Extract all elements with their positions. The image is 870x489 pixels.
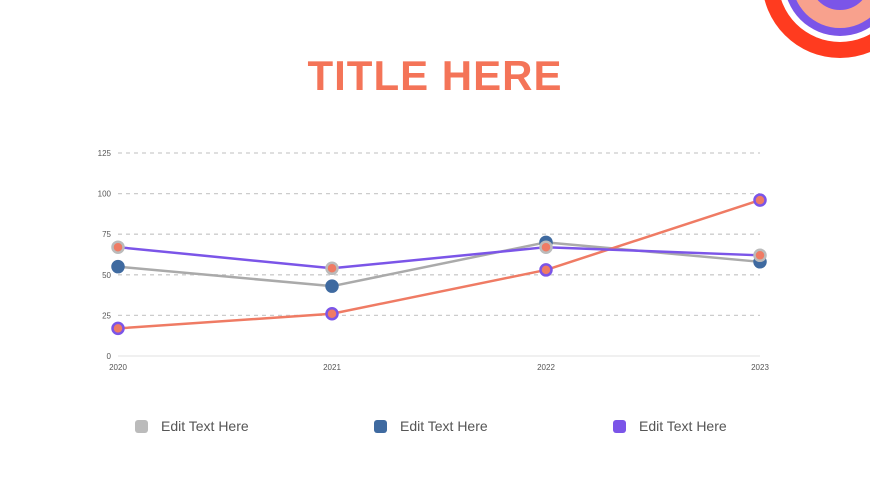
corner-decoration [764,0,870,58]
y-tick-label: 125 [98,149,112,158]
series-line [117,198,761,330]
legend-label: Edit Text Here [639,418,727,434]
y-tick-label: 25 [102,311,111,320]
data-point [111,259,125,274]
data-point [539,240,553,254]
y-tick-label: 50 [102,271,111,280]
legend-label: Edit Text Here [161,418,249,434]
legend-swatch [135,419,148,433]
data-point [325,279,339,293]
y-tick-label: 0 [107,352,112,361]
series-2 [111,193,767,336]
data-point [753,248,767,263]
data-point [539,263,553,277]
grid-lines [118,152,760,317]
legend-item-3: Edit Text Here [613,418,727,434]
data-point [325,307,339,321]
data-point [111,321,125,336]
series-1 [111,235,767,293]
y-tick-label: 100 [98,190,112,199]
legend: Edit Text Here Edit Text Here Edit Text … [0,418,870,438]
series-line [117,245,761,270]
data-point [325,261,339,276]
series-3 [111,240,767,276]
axes: 0 25 50 75 100 125 2020 2021 2022 2023 [98,149,770,372]
x-tick-label: 2020 [109,363,127,372]
legend-swatch [613,419,626,433]
x-tick-label: 2023 [751,363,769,372]
legend-swatch [374,419,387,433]
data-point [753,193,767,207]
data-point [111,240,125,254]
series [111,193,767,336]
x-tick-label: 2022 [537,363,555,372]
legend-item-2: Edit Text Here [374,418,488,434]
slide-title: TITLE HERE [307,52,563,99]
legend-item-1: Edit Text Here [135,418,249,434]
legend-label: Edit Text Here [400,418,488,434]
x-tick-label: 2021 [323,363,341,372]
series-line [117,241,761,288]
y-tick-label: 75 [102,230,111,239]
